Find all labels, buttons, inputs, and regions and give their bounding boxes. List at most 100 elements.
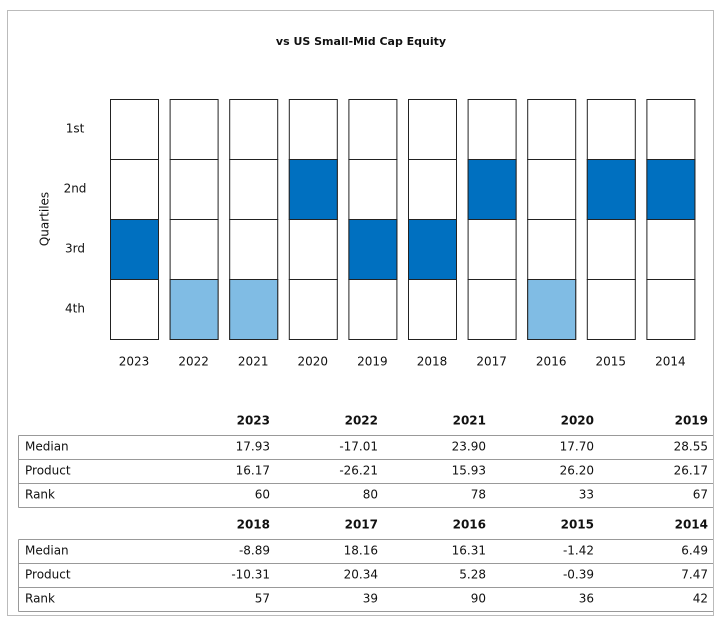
- quartile-cell: [408, 159, 457, 220]
- x-tick-label: 2021: [238, 355, 269, 369]
- quartile-cell: [288, 219, 338, 280]
- quartile-cell: [646, 219, 696, 280]
- table-cell: -17.01: [339, 440, 378, 454]
- table-cell: 7.47: [681, 568, 708, 582]
- quartile-mark: [348, 219, 398, 280]
- x-tick-label: 2020: [298, 355, 329, 369]
- quartile-label: 4th: [65, 302, 85, 316]
- quartile-cell: [586, 99, 636, 160]
- table-cell: 39: [363, 592, 378, 606]
- row-label: Median: [25, 440, 69, 454]
- quartile-cell: [586, 279, 636, 340]
- row-label: Median: [25, 544, 69, 558]
- table-cell: -0.39: [563, 568, 594, 582]
- table-header: 2015: [561, 518, 594, 532]
- quartile-cell: [646, 99, 696, 160]
- quartile-cell: [467, 279, 517, 340]
- table-cell: -8.89: [239, 544, 270, 558]
- quartile-cell: [229, 219, 279, 280]
- quartile-mark: [110, 219, 159, 280]
- table-cell: 57: [255, 592, 270, 606]
- quartile-cell: [586, 219, 636, 280]
- quartile-cell: [646, 279, 696, 340]
- x-tick-label: 2018: [417, 355, 448, 369]
- quartile-mark: [288, 159, 338, 220]
- table-header: 2017: [345, 518, 378, 532]
- quartile-label: 3rd: [65, 242, 85, 256]
- table-header: 2023: [237, 414, 270, 428]
- quartile-cell: [348, 279, 398, 340]
- table-cell: 23.90: [452, 440, 486, 454]
- quartile-cell: [408, 99, 457, 160]
- y-axis-label: Quartiles: [38, 192, 52, 246]
- row-label: Product: [25, 568, 71, 582]
- quartile-cell: [348, 99, 398, 160]
- quartile-cell: [348, 159, 398, 220]
- quartile-cell: [229, 99, 279, 160]
- table-cell: 33: [579, 488, 594, 502]
- quartile-cell: [467, 219, 517, 280]
- quartile-mark: [408, 219, 457, 280]
- table-cell: 78: [471, 488, 486, 502]
- quartile-cell: [169, 99, 219, 160]
- x-tick-label: 2022: [178, 355, 209, 369]
- table-header: 2021: [453, 414, 486, 428]
- table-cell: 67: [693, 488, 708, 502]
- table-cell: 20.34: [344, 568, 378, 582]
- row-label: Rank: [25, 488, 55, 502]
- quartile-mark: [527, 279, 577, 340]
- table-header: 2016: [453, 518, 486, 532]
- row-label: Product: [25, 464, 71, 478]
- quartile-cell: [169, 159, 219, 220]
- table-cell: 18.16: [344, 544, 378, 558]
- quartile-mark: [169, 279, 219, 340]
- x-tick-label: 2023: [119, 355, 150, 369]
- table-cell: 36: [579, 592, 594, 606]
- quartile-mark: [586, 159, 636, 220]
- table-cell: -1.42: [563, 544, 594, 558]
- table-cell: 60: [255, 488, 270, 502]
- table-cell: 17.93: [236, 440, 270, 454]
- quartile-label: 2nd: [64, 182, 87, 196]
- quartile-cell: [110, 159, 159, 220]
- quartile-cell: [288, 99, 338, 160]
- table-cell: 16.31: [452, 544, 486, 558]
- table-cell: 26.20: [560, 464, 594, 478]
- x-tick-label: 2016: [536, 355, 567, 369]
- table-cell: 16.17: [236, 464, 270, 478]
- table-cell: 28.55: [674, 440, 708, 454]
- frame: [7, 10, 714, 616]
- table-cell: 15.93: [452, 464, 486, 478]
- x-tick-label: 2014: [655, 355, 686, 369]
- table-cell: 17.70: [560, 440, 594, 454]
- x-tick-label: 2017: [476, 355, 507, 369]
- table-header: 2014: [675, 518, 708, 532]
- chart-title: vs US Small-Mid Cap Equity: [276, 35, 446, 48]
- quartile-cell: [169, 219, 219, 280]
- table-header: 2018: [237, 518, 270, 532]
- quartile-cell: [527, 219, 577, 280]
- quartile-cell: [110, 99, 159, 160]
- table-header: 2020: [561, 414, 594, 428]
- quartile-mark: [467, 159, 517, 220]
- table-header: 2019: [675, 414, 708, 428]
- x-tick-label: 2019: [357, 355, 388, 369]
- x-tick-label: 2015: [596, 355, 627, 369]
- table-cell: 6.49: [681, 544, 708, 558]
- quartile-cell: [229, 159, 279, 220]
- table-header: 2022: [345, 414, 378, 428]
- quartile-cell: [288, 279, 338, 340]
- table-cell: 90: [471, 592, 486, 606]
- quartile-mark: [229, 279, 279, 340]
- quartile-mark: [646, 159, 696, 220]
- quartile-label: 1st: [66, 122, 85, 136]
- row-label: Rank: [25, 592, 55, 606]
- table-cell: -10.31: [231, 568, 270, 582]
- quartile-cell: [527, 99, 577, 160]
- table-cell: 26.17: [674, 464, 708, 478]
- quartile-cell: [467, 99, 517, 160]
- quartile-cell: [527, 159, 577, 220]
- quartile-cell: [408, 279, 457, 340]
- table-cell: 80: [363, 488, 378, 502]
